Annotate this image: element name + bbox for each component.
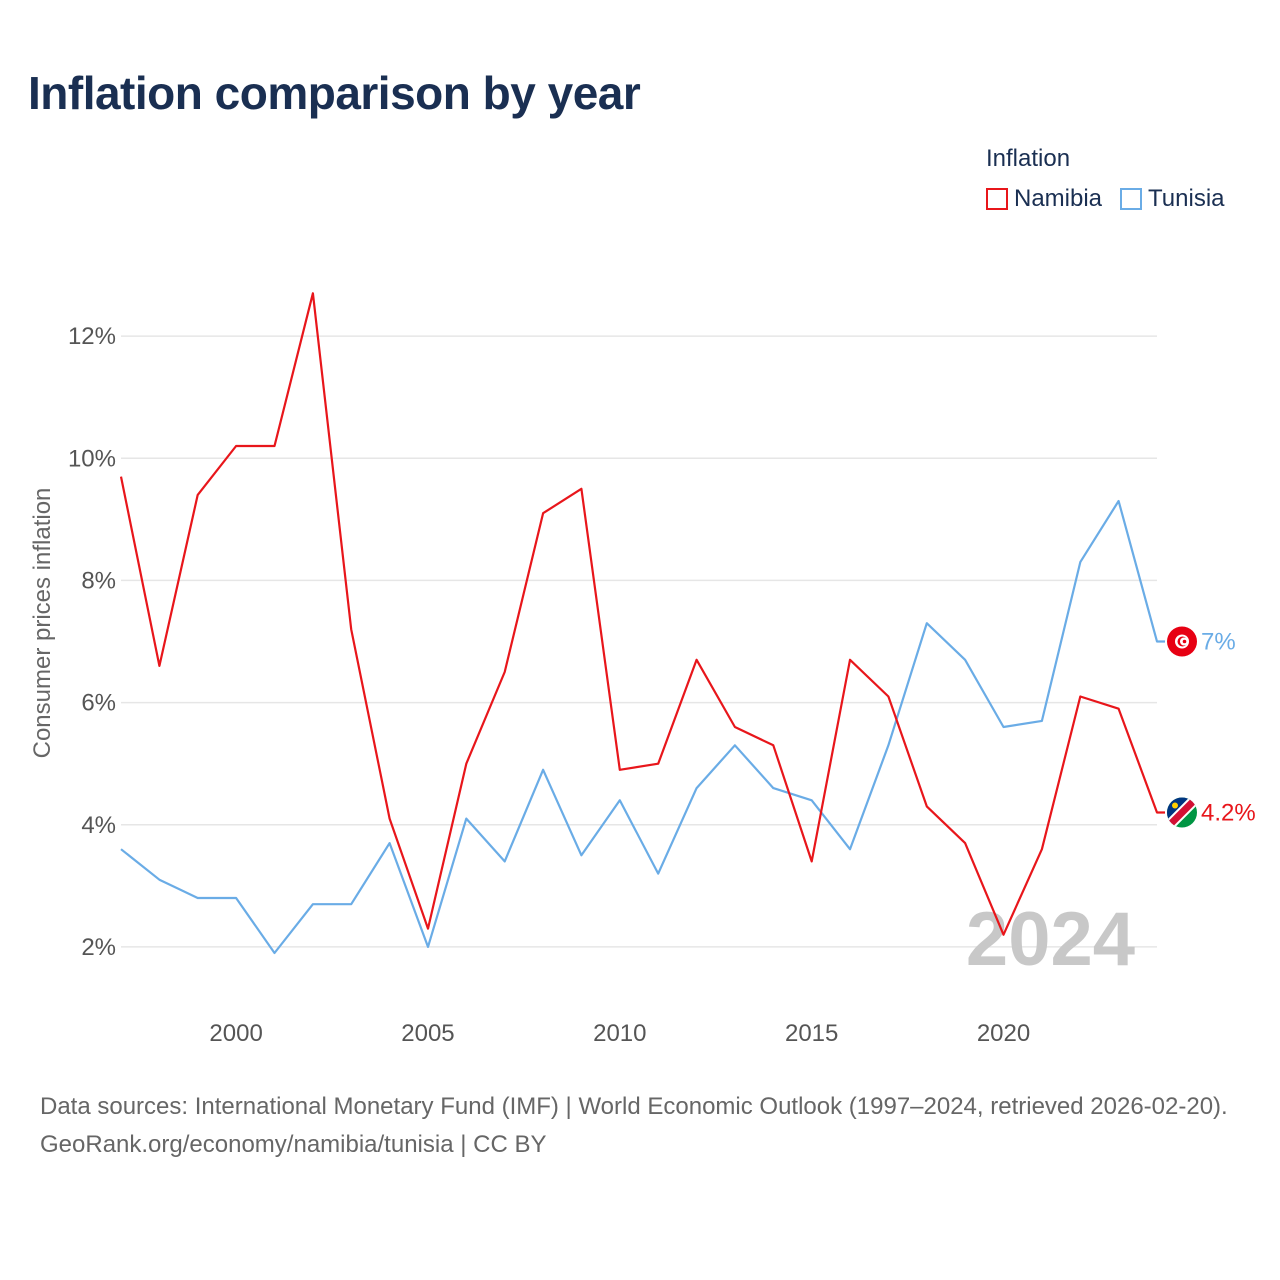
- y-tick-label: 2%: [81, 934, 116, 961]
- end-label-tunisia: 7%: [1201, 629, 1236, 656]
- line-chart: 2024 2% 4% 6% 8% 10% 12% 2000 2005 2010 2015 2020…: [29, 292, 1256, 1047]
- series-lines: [119, 292, 1165, 955]
- legend-swatch-namibia: [986, 188, 1008, 210]
- tunisia-flag-icon: [1167, 626, 1197, 657]
- end-label-namibia: 4.2%: [1201, 800, 1256, 827]
- y-tick-label: 12%: [68, 323, 116, 350]
- legend-title: Inflation: [986, 145, 1071, 172]
- series-line-namibia[interactable]: [119, 292, 1165, 936]
- x-axis-ticks: 2000 2005 2010 2015 2020: [209, 1020, 1030, 1047]
- y-axis-ticks: 2% 4% 6% 8% 10% 12%: [68, 323, 116, 961]
- x-tick-label: 2005: [401, 1020, 454, 1047]
- namibia-flag-icon: [1167, 797, 1197, 828]
- gridlines: [121, 335, 1157, 948]
- legend-label-namibia: Namibia: [1014, 185, 1103, 212]
- legend-item-tunisia[interactable]: Tunisia: [1120, 185, 1225, 213]
- end-markers: 4.2% 7%: [1167, 626, 1256, 828]
- y-tick-label: 4%: [81, 812, 116, 839]
- series-line-tunisia[interactable]: [120, 499, 1165, 955]
- y-tick-label: 6%: [81, 690, 116, 717]
- y-tick-label: 10%: [68, 445, 116, 472]
- x-tick-label: 2015: [785, 1020, 838, 1047]
- legend-swatch-tunisia: [1120, 188, 1143, 210]
- y-axis-label: Consumer prices inflation: [29, 488, 56, 759]
- legend: Inflation Namibia Tunisia: [986, 145, 1225, 213]
- x-tick-label: 2000: [209, 1020, 262, 1047]
- chart-title: Inflation comparison by year: [28, 67, 641, 119]
- legend-item-namibia[interactable]: Namibia: [986, 185, 1102, 213]
- year-watermark: 2024: [966, 897, 1135, 982]
- x-tick-label: 2010: [593, 1020, 646, 1047]
- data-sources: Data sources: International Monetary Fun…: [40, 1093, 1228, 1120]
- credit-link[interactable]: GeoRank.org/economy/namibia/tunisia | CC…: [40, 1131, 547, 1158]
- x-tick-label: 2020: [977, 1020, 1030, 1047]
- y-tick-label: 8%: [81, 567, 116, 594]
- legend-label-tunisia: Tunisia: [1148, 185, 1225, 212]
- footer: Data sources: International Monetary Fun…: [40, 1088, 1250, 1164]
